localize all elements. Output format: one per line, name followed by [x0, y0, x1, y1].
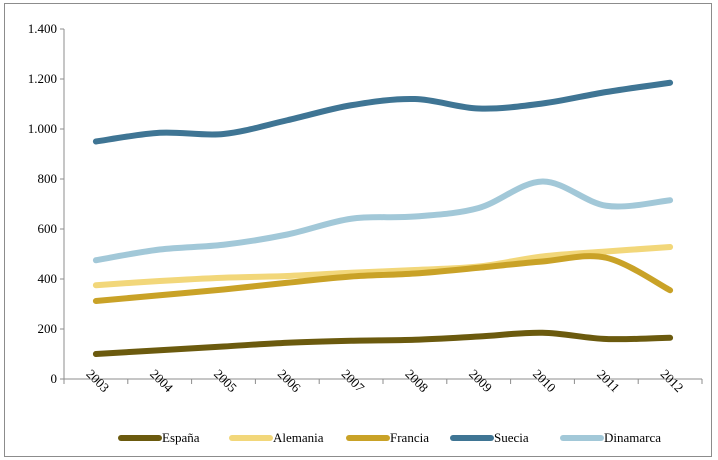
x-tick-label: 2011: [594, 366, 623, 395]
y-axis-ticks: 0 200 400 600 800 1.000 1.200 1.400: [28, 21, 64, 386]
x-tick-label: 2012: [658, 366, 687, 395]
y-tick-label: 800: [38, 171, 58, 186]
y-tick-label: 1.200: [28, 71, 57, 86]
legend-label: España: [162, 430, 200, 445]
x-tick-label: 2003: [83, 366, 112, 395]
x-tick-label: 2007: [339, 366, 368, 395]
x-tick-label: 2009: [466, 366, 495, 395]
series-line-dinamarca: [92, 178, 674, 264]
series-line-alemania: [92, 244, 674, 289]
series-line-francia: [92, 253, 674, 304]
chart-frame: 0 200 400 600 800 1.000 1.200 1.400 2003 2004 200…: [4, 3, 712, 457]
series-line-suecia: [92, 79, 674, 145]
legend-label: Alemania: [273, 430, 324, 445]
y-tick-label: 200: [38, 321, 58, 336]
x-tick-label: 2004: [147, 366, 176, 395]
legend-label: Francia: [390, 430, 429, 445]
y-tick-label: 600: [38, 221, 58, 236]
y-tick-label: 0: [51, 371, 58, 386]
y-tick-label: 1.000: [28, 121, 57, 136]
legend-label: Suecia: [494, 430, 529, 445]
legend: España Alemania Francia Suecia Dinamarca: [118, 430, 661, 445]
y-tick-label: 400: [38, 271, 58, 286]
y-tick-label: 1.400: [28, 21, 57, 36]
x-tick-label: 2008: [402, 366, 431, 395]
legend-label: Dinamarca: [604, 430, 661, 445]
series-line-espaa: [92, 329, 674, 357]
series-lines: [92, 79, 674, 357]
x-tick-label: 2006: [275, 366, 304, 395]
x-tick-label: 2010: [530, 366, 559, 395]
x-axis-ticks: 2003 2004 2005 2006 2007 2008 2009 2010 2011 2012: [63, 366, 703, 395]
x-tick-label: 2005: [211, 366, 240, 395]
